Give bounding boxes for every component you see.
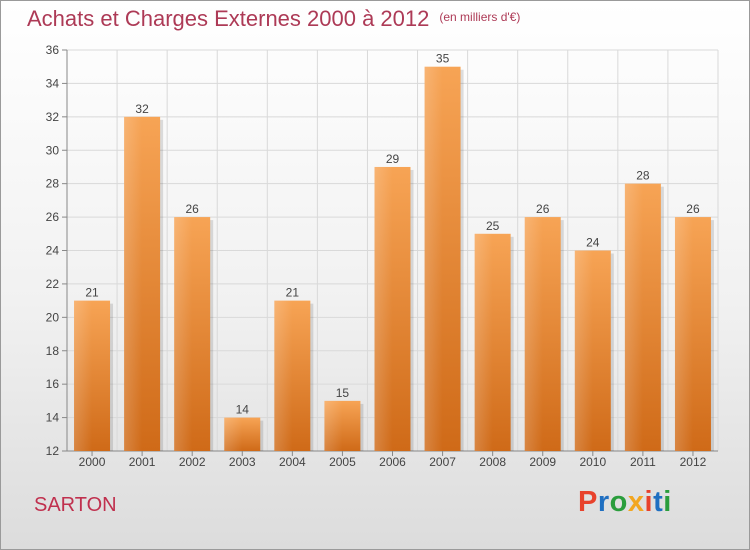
- y-tick-label: 14: [46, 411, 60, 425]
- x-tick-label: 2012: [680, 455, 707, 469]
- data-label: 24: [586, 236, 600, 250]
- bar-highlight: [524, 217, 543, 451]
- x-tick-label: 2008: [479, 455, 506, 469]
- chart-unit: (en milliers d'€): [439, 10, 521, 24]
- y-tick-label: 12: [46, 444, 60, 458]
- y-tick-label: 30: [46, 143, 60, 157]
- bar-highlight: [324, 400, 343, 451]
- logo-letter: t: [653, 486, 664, 518]
- x-tick-label: 2005: [329, 455, 356, 469]
- logo-letter: i: [663, 486, 672, 518]
- x-tick-label: 2011: [630, 455, 656, 469]
- data-label: 26: [186, 202, 200, 216]
- y-tick-label: 28: [46, 177, 60, 191]
- x-tick-label: 2002: [179, 455, 206, 469]
- x-tick-label: 2001: [129, 455, 156, 469]
- logo-letter: o: [609, 486, 628, 518]
- bar-highlight: [74, 300, 93, 451]
- x-tick-label: 2006: [379, 455, 406, 469]
- data-label: 14: [236, 403, 250, 417]
- data-label: 21: [286, 286, 300, 300]
- bar-highlight: [224, 417, 243, 451]
- data-label: 15: [336, 386, 350, 400]
- commune-name: SARTON: [34, 494, 117, 516]
- y-tick-label: 16: [46, 377, 60, 391]
- x-tick-label: 2007: [429, 455, 456, 469]
- logo-letter: x: [627, 486, 645, 518]
- logo-letter: P: [578, 486, 598, 518]
- bar-highlight: [674, 217, 693, 451]
- logo-letter: r: [597, 486, 610, 518]
- y-tick-label: 32: [46, 110, 60, 124]
- x-tick-label: 2000: [79, 455, 106, 469]
- data-label: 35: [436, 52, 450, 66]
- bar-highlight: [474, 233, 493, 451]
- data-label: 26: [686, 202, 700, 216]
- proxiti-logo: Proxiti: [578, 486, 672, 519]
- y-tick-label: 26: [46, 210, 60, 224]
- bar-highlight: [374, 166, 393, 452]
- x-tick-label: 2009: [529, 455, 556, 469]
- bar-highlight: [624, 183, 643, 451]
- y-tick-label: 34: [46, 76, 60, 90]
- data-label: 25: [486, 219, 500, 233]
- data-label: 28: [636, 169, 650, 183]
- chart-title-text: Achats et Charges Externes 2000 à 2012: [27, 6, 430, 31]
- y-tick-label: 24: [46, 244, 60, 258]
- chart-title: Achats et Charges Externes 2000 à 2012 (e…: [27, 6, 520, 32]
- bar-highlight: [574, 250, 593, 451]
- data-label: 26: [536, 202, 550, 216]
- x-tick-label: 2004: [279, 455, 306, 469]
- data-label: 32: [135, 102, 149, 116]
- y-tick-label: 36: [46, 43, 60, 57]
- x-tick-label: 2010: [579, 455, 606, 469]
- data-label: 29: [386, 152, 400, 166]
- x-tick-label: 2003: [229, 455, 256, 469]
- y-tick-label: 20: [46, 310, 60, 324]
- bar-highlight: [174, 217, 193, 451]
- label-layer: 21 2000 32 2001 26 2002 14 2003 21 2004 15 2005 29 20…: [79, 52, 707, 469]
- y-tick-label: 22: [46, 277, 60, 291]
- logo-letter: i: [644, 486, 654, 518]
- bar-layer: [74, 66, 714, 452]
- bar-highlight: [274, 300, 293, 451]
- y-tick-label: 18: [46, 344, 60, 358]
- data-label: 21: [85, 286, 99, 300]
- bar-highlight: [424, 66, 443, 451]
- bar-highlight: [124, 116, 143, 451]
